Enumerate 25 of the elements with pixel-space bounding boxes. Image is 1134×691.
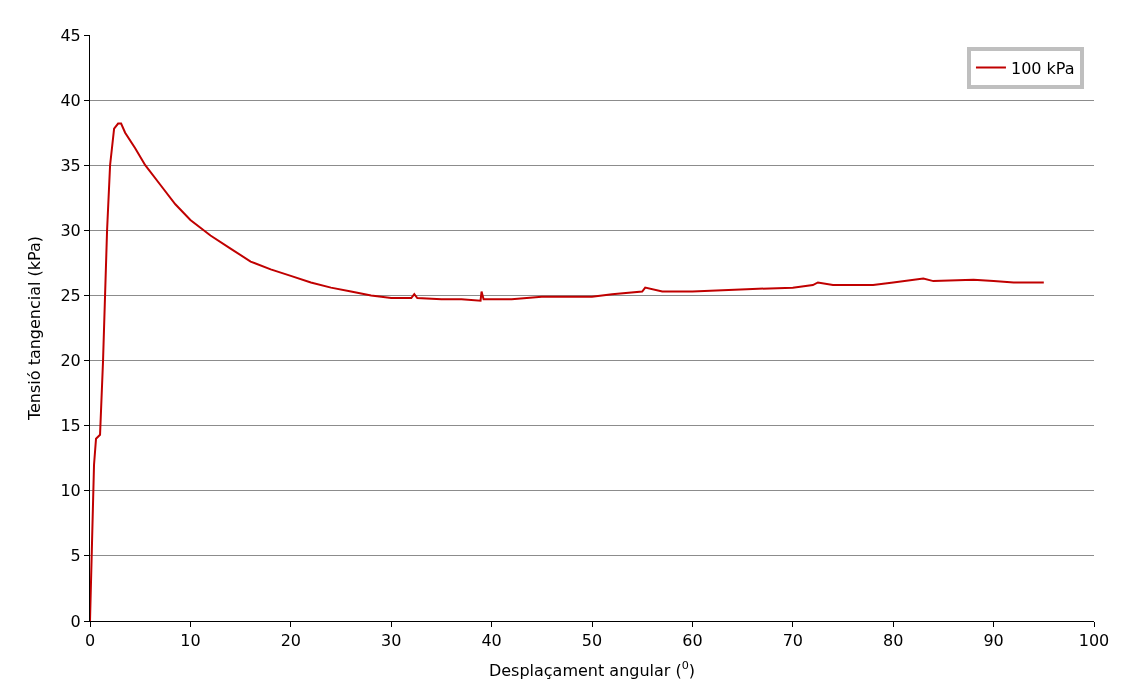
y-tick-label: 30 [60, 220, 81, 240]
y-tick-label: 0 [70, 611, 81, 631]
x-tick-label: 0 [84, 631, 96, 651]
y-axis-title: Tensió tangencial (kPa) [25, 235, 45, 422]
x-tick-label: 40 [481, 631, 502, 651]
y-tick-label: 5 [70, 546, 81, 566]
x-tick-label: 30 [381, 631, 402, 651]
x-tick-label: 100 [1078, 631, 1110, 651]
x-tick-label: 10 [180, 631, 201, 651]
y-tick-label: 10 [60, 481, 81, 501]
y-tick-label: 45 [60, 25, 81, 45]
y-tick-label: 25 [60, 286, 81, 306]
y-tick-label: 20 [60, 351, 81, 371]
x-tick-label: 50 [581, 631, 603, 651]
x-tick-label: 80 [883, 631, 904, 651]
x-tick-label: 20 [280, 631, 301, 651]
y-tick-label: 40 [60, 90, 81, 110]
legend-label: 100 kPa [1010, 58, 1075, 78]
y-tick-label: 15 [60, 416, 81, 436]
x-tick-label: 70 [782, 631, 803, 651]
x-axis-title: Desplaçament angular ($^{0}$) [488, 659, 696, 680]
x-tick-label: 90 [983, 631, 1004, 651]
y-tick-label: 35 [60, 155, 81, 175]
x-tick-label: 60 [682, 631, 703, 651]
line-series [90, 122, 1045, 621]
